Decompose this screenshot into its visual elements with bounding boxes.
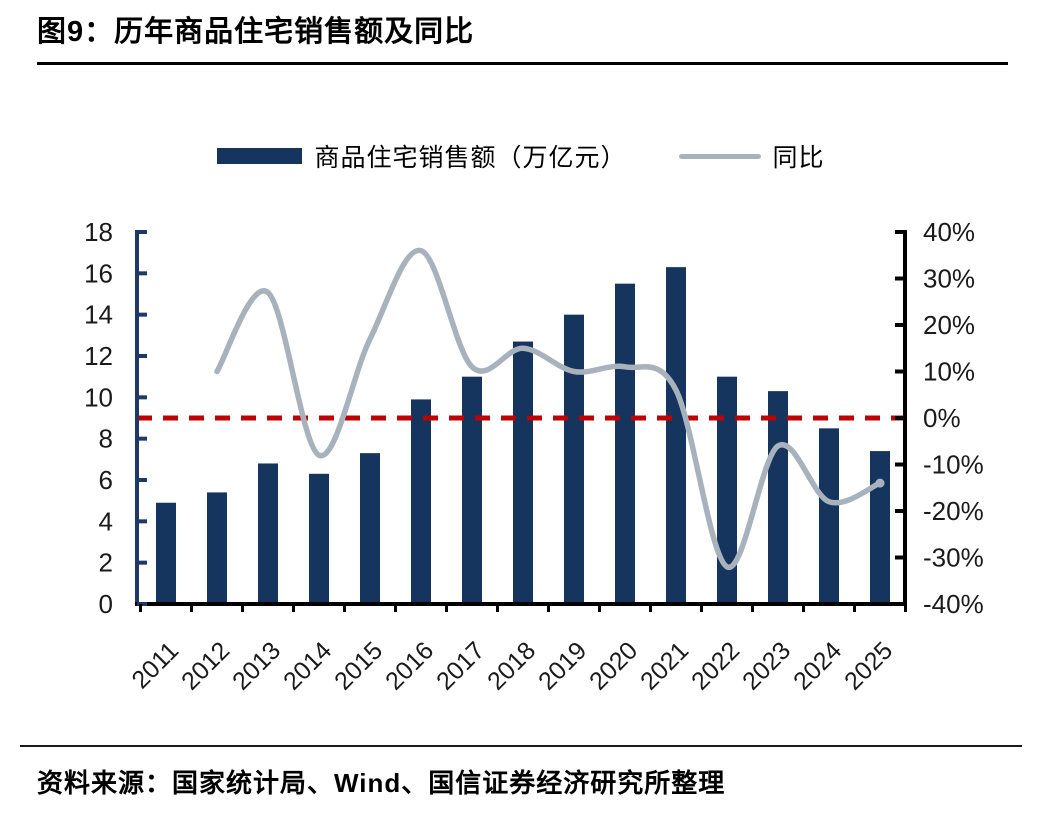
right-axis-label: 40% xyxy=(923,217,975,247)
right-axis-label: -30% xyxy=(923,543,984,573)
legend-item-sales: 商品住宅销售额（万亿元） xyxy=(217,138,626,174)
right-axis-label: 30% xyxy=(923,264,975,294)
right-axis-label: 20% xyxy=(923,310,975,340)
left-axis-label: 14 xyxy=(84,300,113,330)
year-label: 2018 xyxy=(482,636,541,695)
bar-2016 xyxy=(411,399,431,604)
bar-2020 xyxy=(615,283,635,604)
chart-canvas: 0 2 4 6 8 10 12 14 16 18 -40% -30% -20% -10% 0% 10% 20% 3… xyxy=(84,217,984,696)
right-axis-label: -20% xyxy=(923,496,984,526)
left-axis-label: 12 xyxy=(84,341,113,371)
year-label: 2023 xyxy=(737,636,796,695)
year-label: 2021 xyxy=(635,636,694,695)
year-label: 2024 xyxy=(788,636,847,695)
bar-2019 xyxy=(564,314,584,604)
left-axis-label: 6 xyxy=(99,465,113,495)
bar-2022 xyxy=(717,376,737,604)
bar-2011 xyxy=(156,502,176,604)
right-axis-label: 10% xyxy=(923,357,975,387)
year-label: 2025 xyxy=(839,636,898,695)
year-label: 2019 xyxy=(533,636,592,695)
left-axis-label: 10 xyxy=(84,382,113,412)
right-axis-label: 0% xyxy=(923,403,961,433)
year-label: 2016 xyxy=(380,636,439,695)
year-label: 2017 xyxy=(431,636,490,695)
left-axis-label: 2 xyxy=(99,548,113,578)
bar-2023 xyxy=(768,391,788,604)
legend-item-yoy: 同比 xyxy=(678,138,825,174)
legend-label-sales: 商品住宅销售额（万亿元） xyxy=(314,144,627,172)
source-rule xyxy=(20,745,1022,747)
bar-2025 xyxy=(870,451,890,604)
year-label: 2022 xyxy=(686,636,745,695)
year-label: 2014 xyxy=(278,636,337,695)
left-axis-label: 18 xyxy=(84,217,113,247)
figure-title: 图9：历年商品住宅销售额及同比 xyxy=(37,16,475,48)
legend-line-swatch xyxy=(678,153,761,159)
chart-legend: 商品住宅销售额（万亿元） 同比 xyxy=(0,138,1042,174)
bar-2012 xyxy=(207,492,227,604)
bar-2015 xyxy=(360,453,380,604)
left-axis-label: 4 xyxy=(99,506,113,536)
bar-2017 xyxy=(462,376,482,604)
legend-bar-swatch xyxy=(217,148,303,164)
year-label: 2015 xyxy=(329,636,388,695)
bar-2024 xyxy=(819,428,839,604)
source-text: 资料来源：国家统计局、Wind、国信证券经济研究所整理 xyxy=(37,768,726,798)
bar-2014 xyxy=(309,473,329,604)
right-axis-label: -10% xyxy=(923,450,984,480)
yoy-line xyxy=(214,247,883,570)
left-axis-label: 16 xyxy=(84,258,113,288)
year-label: 2012 xyxy=(176,636,235,695)
year-label: 2011 xyxy=(126,636,184,694)
yoy-line-end-dot xyxy=(875,478,885,488)
year-label: 2013 xyxy=(227,636,286,695)
title-rule xyxy=(37,62,1008,65)
bar-2018 xyxy=(513,341,533,604)
year-label: 2020 xyxy=(584,636,643,695)
right-axis-label: -40% xyxy=(923,589,984,619)
left-axis-label: 8 xyxy=(99,424,113,454)
left-axis-label: 0 xyxy=(99,589,113,619)
bar-2021 xyxy=(666,267,686,604)
bar-2013 xyxy=(258,463,278,604)
legend-label-yoy: 同比 xyxy=(772,144,825,172)
